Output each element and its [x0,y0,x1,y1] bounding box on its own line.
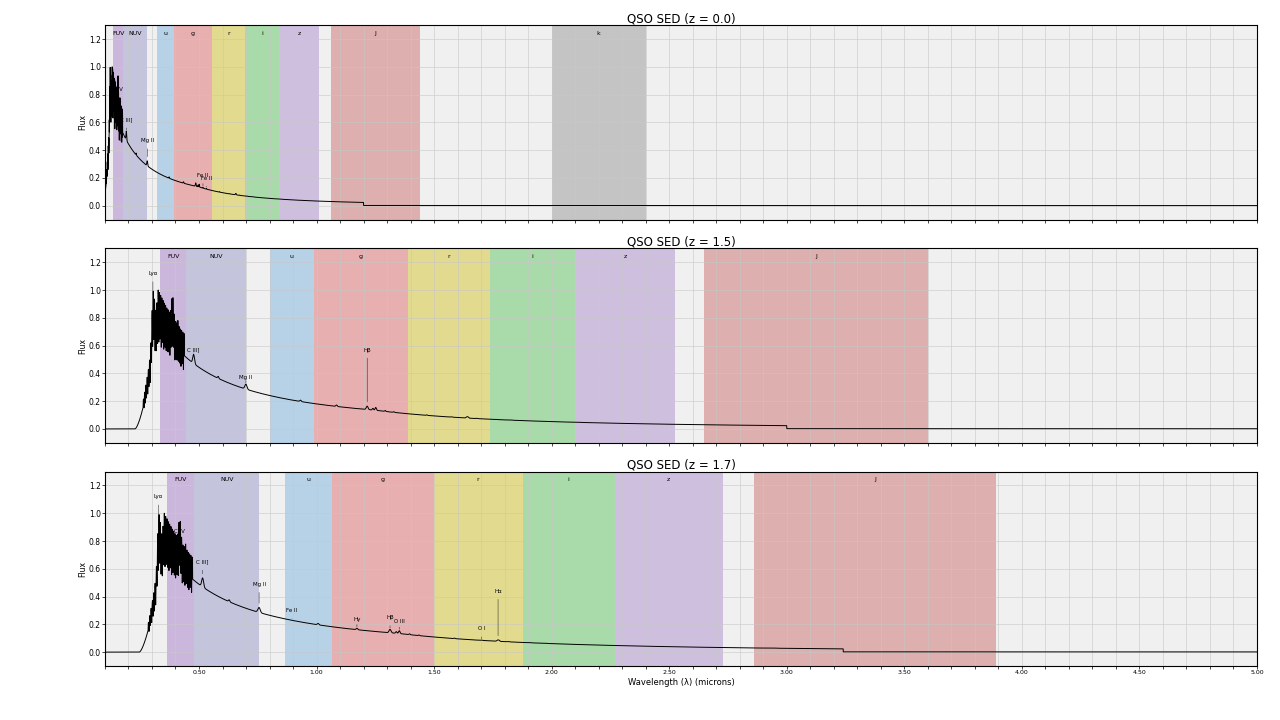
Bar [333,472,434,666]
Title: QSO SED (z = 0.0): QSO SED (z = 0.0) [627,12,735,25]
Bar [270,248,314,443]
Text: Hα: Hα [494,589,502,636]
Bar [160,248,186,443]
Text: g: g [381,477,385,482]
Text: Mg II: Mg II [252,582,266,603]
Text: z: z [297,31,301,36]
Text: Fe II: Fe II [201,176,212,187]
Text: Lyα: Lyα [154,495,164,537]
Text: O I: O I [477,626,485,639]
Text: C IV: C IV [113,87,123,97]
Bar [123,25,147,220]
Text: FUV: FUV [174,477,187,482]
Bar [113,25,123,220]
Bar [279,25,319,220]
Text: O III: O III [394,619,404,629]
X-axis label: Wavelength (λ) (microns): Wavelength (λ) (microns) [627,678,735,687]
Text: C IV: C IV [174,529,186,543]
Text: Hβ: Hβ [387,615,394,628]
Text: NUV: NUV [210,254,223,259]
Text: r: r [448,254,451,259]
Bar [284,472,333,666]
Text: Fe II: Fe II [197,173,209,186]
Text: k: k [596,31,600,36]
Text: r: r [227,31,229,36]
Text: u: u [164,31,168,36]
Text: g: g [358,254,362,259]
Title: QSO SED (z = 1.7): QSO SED (z = 1.7) [626,459,736,472]
Bar [244,25,279,220]
Text: J: J [815,254,817,259]
Bar [174,25,212,220]
Bar [522,472,614,666]
Text: i: i [531,254,534,259]
Bar [212,25,244,220]
Text: Hγ: Hγ [353,616,361,627]
Bar [434,472,522,666]
Bar [314,248,407,443]
Text: FUV: FUV [111,31,124,36]
Text: C III]: C III] [196,559,209,574]
Bar [754,472,996,666]
Text: NUV: NUV [128,31,142,36]
Text: z: z [623,254,627,259]
Y-axis label: Flux: Flux [78,114,87,130]
Text: Lyα: Lyα [148,271,157,314]
Bar [614,472,723,666]
Y-axis label: Flux: Flux [78,338,87,354]
Bar [407,248,490,443]
Bar [195,472,259,666]
Text: C III]: C III] [120,117,133,130]
Text: J: J [374,31,376,36]
Y-axis label: Flux: Flux [78,561,87,577]
Bar [575,248,675,443]
Bar [330,25,420,220]
Bar [156,25,174,220]
Text: u: u [306,477,310,482]
Text: z: z [667,477,671,482]
Text: r: r [477,477,480,482]
Text: Fe II: Fe II [287,608,298,619]
Text: Mg II: Mg II [141,138,154,157]
Text: FUV: FUV [166,254,179,259]
Text: u: u [289,254,293,259]
Bar [490,248,575,443]
Bar [704,248,928,443]
Text: C IV: C IV [168,320,178,330]
Bar [166,472,195,666]
Text: Mg II: Mg II [239,375,252,383]
Text: NUV: NUV [220,477,233,482]
Text: i: i [568,477,570,482]
Text: J: J [874,477,876,482]
Title: QSO SED (z = 1.5): QSO SED (z = 1.5) [627,235,735,248]
Text: C III]: C III] [187,348,200,353]
Bar [186,248,246,443]
Text: g: g [191,31,195,36]
Text: Hβ: Hβ [364,348,371,402]
Bar [552,25,645,220]
Text: i: i [261,31,262,36]
